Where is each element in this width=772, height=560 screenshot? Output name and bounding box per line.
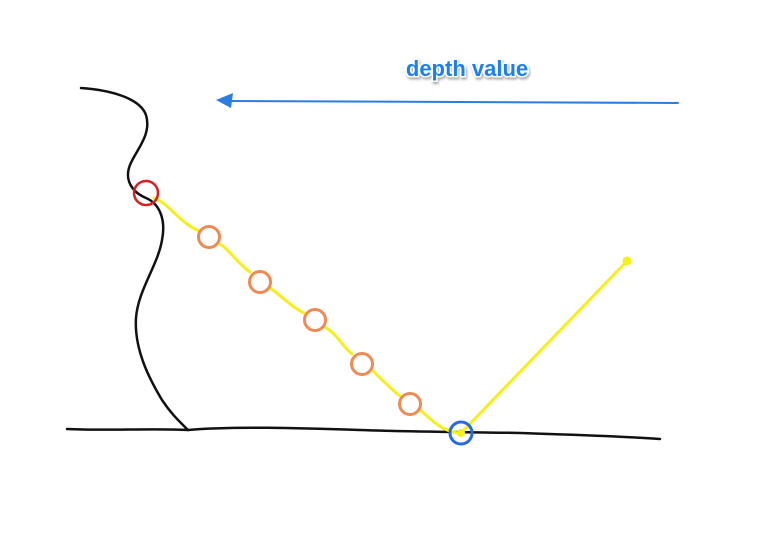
reflection-origin: [448, 420, 474, 446]
reflected-ray: [460, 259, 629, 434]
march-segment: [418, 408, 460, 435]
march-segment: [323, 325, 354, 356]
sample-markers: [132, 179, 422, 416]
reflection-origin-ring: [448, 420, 474, 446]
sample-marker: [303, 308, 327, 332]
sample-marker: [197, 225, 221, 249]
depth-arrow-head: [216, 93, 233, 108]
wall-contour: [79, 86, 190, 432]
sample-marker: [350, 352, 374, 376]
reflection-origin-dot: [457, 429, 465, 437]
hit-sample-marker: [132, 179, 160, 207]
march-ray-segments: [152, 196, 460, 435]
march-segment: [268, 286, 306, 315]
march-segment: [218, 242, 252, 274]
depth-arrow: [216, 93, 679, 108]
ground-line: [65, 426, 662, 441]
sample-marker: [248, 270, 272, 294]
depth-arrow-shaft: [229, 100, 679, 104]
depth-value-label: depth value: [406, 56, 528, 81]
march-segment: [370, 368, 402, 398]
sample-marker: [398, 392, 422, 416]
march-segment: [152, 196, 201, 233]
reflected-ray-endpoint: [622, 256, 632, 266]
